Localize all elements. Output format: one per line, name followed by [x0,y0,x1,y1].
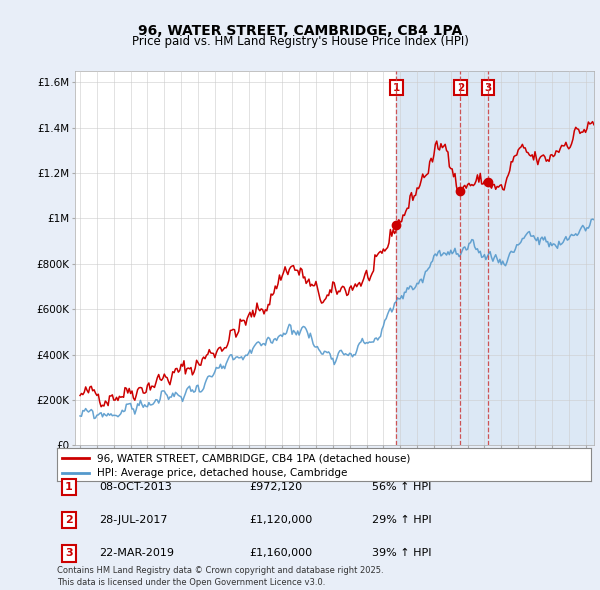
Text: 39% ↑ HPI: 39% ↑ HPI [372,549,431,558]
Text: 22-MAR-2019: 22-MAR-2019 [99,549,174,558]
Text: 08-OCT-2013: 08-OCT-2013 [99,482,172,491]
Text: 29% ↑ HPI: 29% ↑ HPI [372,516,431,525]
Text: 3: 3 [485,83,492,93]
Text: 2: 2 [457,83,464,93]
Text: £972,120: £972,120 [249,482,302,491]
Text: 1: 1 [393,83,400,93]
Text: 56% ↑ HPI: 56% ↑ HPI [372,482,431,491]
Text: 96, WATER STREET, CAMBRIDGE, CB4 1PA: 96, WATER STREET, CAMBRIDGE, CB4 1PA [138,24,462,38]
Text: 1: 1 [65,482,73,491]
Text: £1,120,000: £1,120,000 [249,516,312,525]
Text: Price paid vs. HM Land Registry's House Price Index (HPI): Price paid vs. HM Land Registry's House … [131,35,469,48]
Bar [397,71,600,445]
Text: 28-JUL-2017: 28-JUL-2017 [99,516,167,525]
Text: 3: 3 [65,549,73,558]
Text: £1,160,000: £1,160,000 [249,549,312,558]
Text: 2: 2 [65,516,73,525]
Text: Contains HM Land Registry data © Crown copyright and database right 2025.
This d: Contains HM Land Registry data © Crown c… [57,566,383,587]
Text: HPI: Average price, detached house, Cambridge: HPI: Average price, detached house, Camb… [97,468,347,478]
Text: 96, WATER STREET, CAMBRIDGE, CB4 1PA (detached house): 96, WATER STREET, CAMBRIDGE, CB4 1PA (de… [97,453,410,463]
